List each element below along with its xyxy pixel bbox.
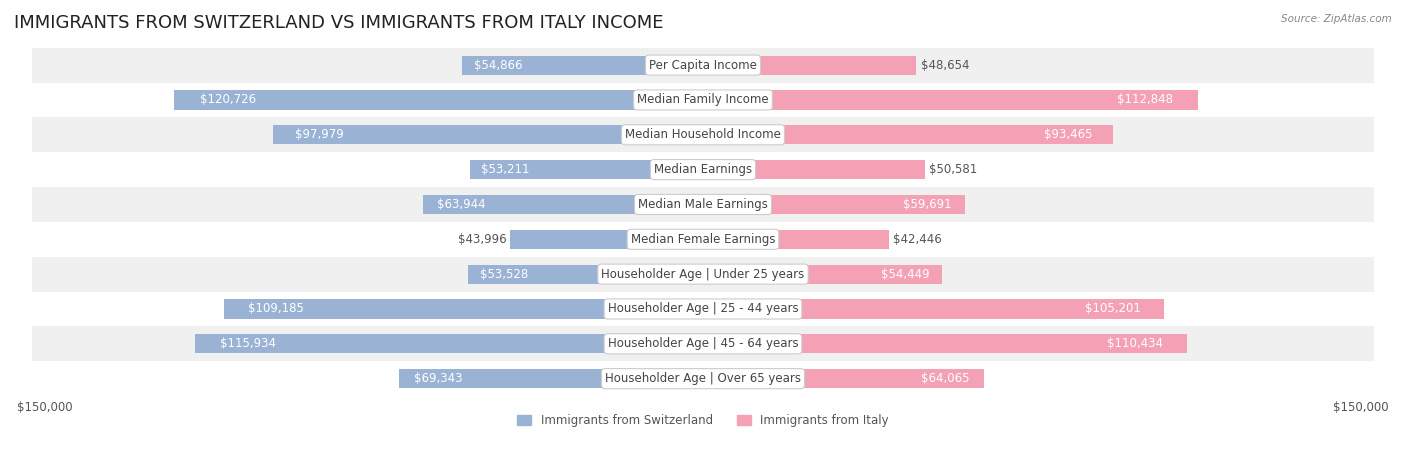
Text: $115,934: $115,934: [221, 337, 276, 350]
Text: $42,446: $42,446: [893, 233, 942, 246]
Text: Householder Age | Over 65 years: Householder Age | Over 65 years: [605, 372, 801, 385]
Bar: [703, 56, 917, 75]
Text: Median Earnings: Median Earnings: [654, 163, 752, 176]
Bar: [423, 195, 703, 214]
Text: $43,996: $43,996: [457, 233, 506, 246]
Text: Householder Age | 25 - 44 years: Householder Age | 25 - 44 years: [607, 303, 799, 316]
Text: $93,465: $93,465: [1043, 128, 1092, 142]
Bar: [194, 334, 703, 354]
Text: $59,691: $59,691: [903, 198, 952, 211]
Bar: [470, 160, 703, 179]
Bar: [32, 83, 1374, 117]
Text: $54,449: $54,449: [882, 268, 929, 281]
Bar: [32, 361, 1374, 396]
Bar: [224, 299, 703, 318]
Bar: [463, 56, 703, 75]
Text: Median Household Income: Median Household Income: [626, 128, 780, 142]
Legend: Immigrants from Switzerland, Immigrants from Italy: Immigrants from Switzerland, Immigrants …: [512, 410, 894, 432]
Bar: [32, 187, 1374, 222]
Text: $53,211: $53,211: [481, 163, 530, 176]
Bar: [703, 125, 1112, 144]
Text: Source: ZipAtlas.com: Source: ZipAtlas.com: [1281, 14, 1392, 24]
Text: Per Capita Income: Per Capita Income: [650, 59, 756, 71]
Text: $112,848: $112,848: [1118, 93, 1173, 106]
Bar: [703, 230, 889, 249]
Text: Median Family Income: Median Family Income: [637, 93, 769, 106]
Bar: [703, 160, 925, 179]
Text: Median Female Earnings: Median Female Earnings: [631, 233, 775, 246]
Text: $63,944: $63,944: [437, 198, 485, 211]
Bar: [32, 222, 1374, 257]
Text: $48,654: $48,654: [921, 59, 969, 71]
Text: $53,528: $53,528: [479, 268, 529, 281]
Bar: [703, 265, 942, 284]
Bar: [399, 369, 703, 388]
Text: Householder Age | Under 25 years: Householder Age | Under 25 years: [602, 268, 804, 281]
Text: $120,726: $120,726: [200, 93, 256, 106]
Bar: [703, 334, 1187, 354]
Text: $54,866: $54,866: [474, 59, 523, 71]
Bar: [468, 265, 703, 284]
Text: Householder Age | 45 - 64 years: Householder Age | 45 - 64 years: [607, 337, 799, 350]
Text: $50,581: $50,581: [929, 163, 977, 176]
Bar: [273, 125, 703, 144]
Text: $97,979: $97,979: [295, 128, 343, 142]
Bar: [32, 326, 1374, 361]
Text: Median Male Earnings: Median Male Earnings: [638, 198, 768, 211]
Bar: [703, 195, 965, 214]
Text: $109,185: $109,185: [249, 303, 304, 316]
Bar: [32, 152, 1374, 187]
Bar: [703, 369, 984, 388]
Text: $64,065: $64,065: [921, 372, 970, 385]
Bar: [510, 230, 703, 249]
Bar: [32, 48, 1374, 83]
Text: IMMIGRANTS FROM SWITZERLAND VS IMMIGRANTS FROM ITALY INCOME: IMMIGRANTS FROM SWITZERLAND VS IMMIGRANT…: [14, 14, 664, 32]
Text: $110,434: $110,434: [1107, 337, 1163, 350]
Bar: [32, 257, 1374, 291]
Bar: [174, 91, 703, 110]
Text: $105,201: $105,201: [1085, 303, 1142, 316]
Bar: [703, 299, 1164, 318]
Bar: [32, 291, 1374, 326]
Bar: [703, 91, 1198, 110]
Bar: [32, 117, 1374, 152]
Text: $69,343: $69,343: [415, 372, 463, 385]
